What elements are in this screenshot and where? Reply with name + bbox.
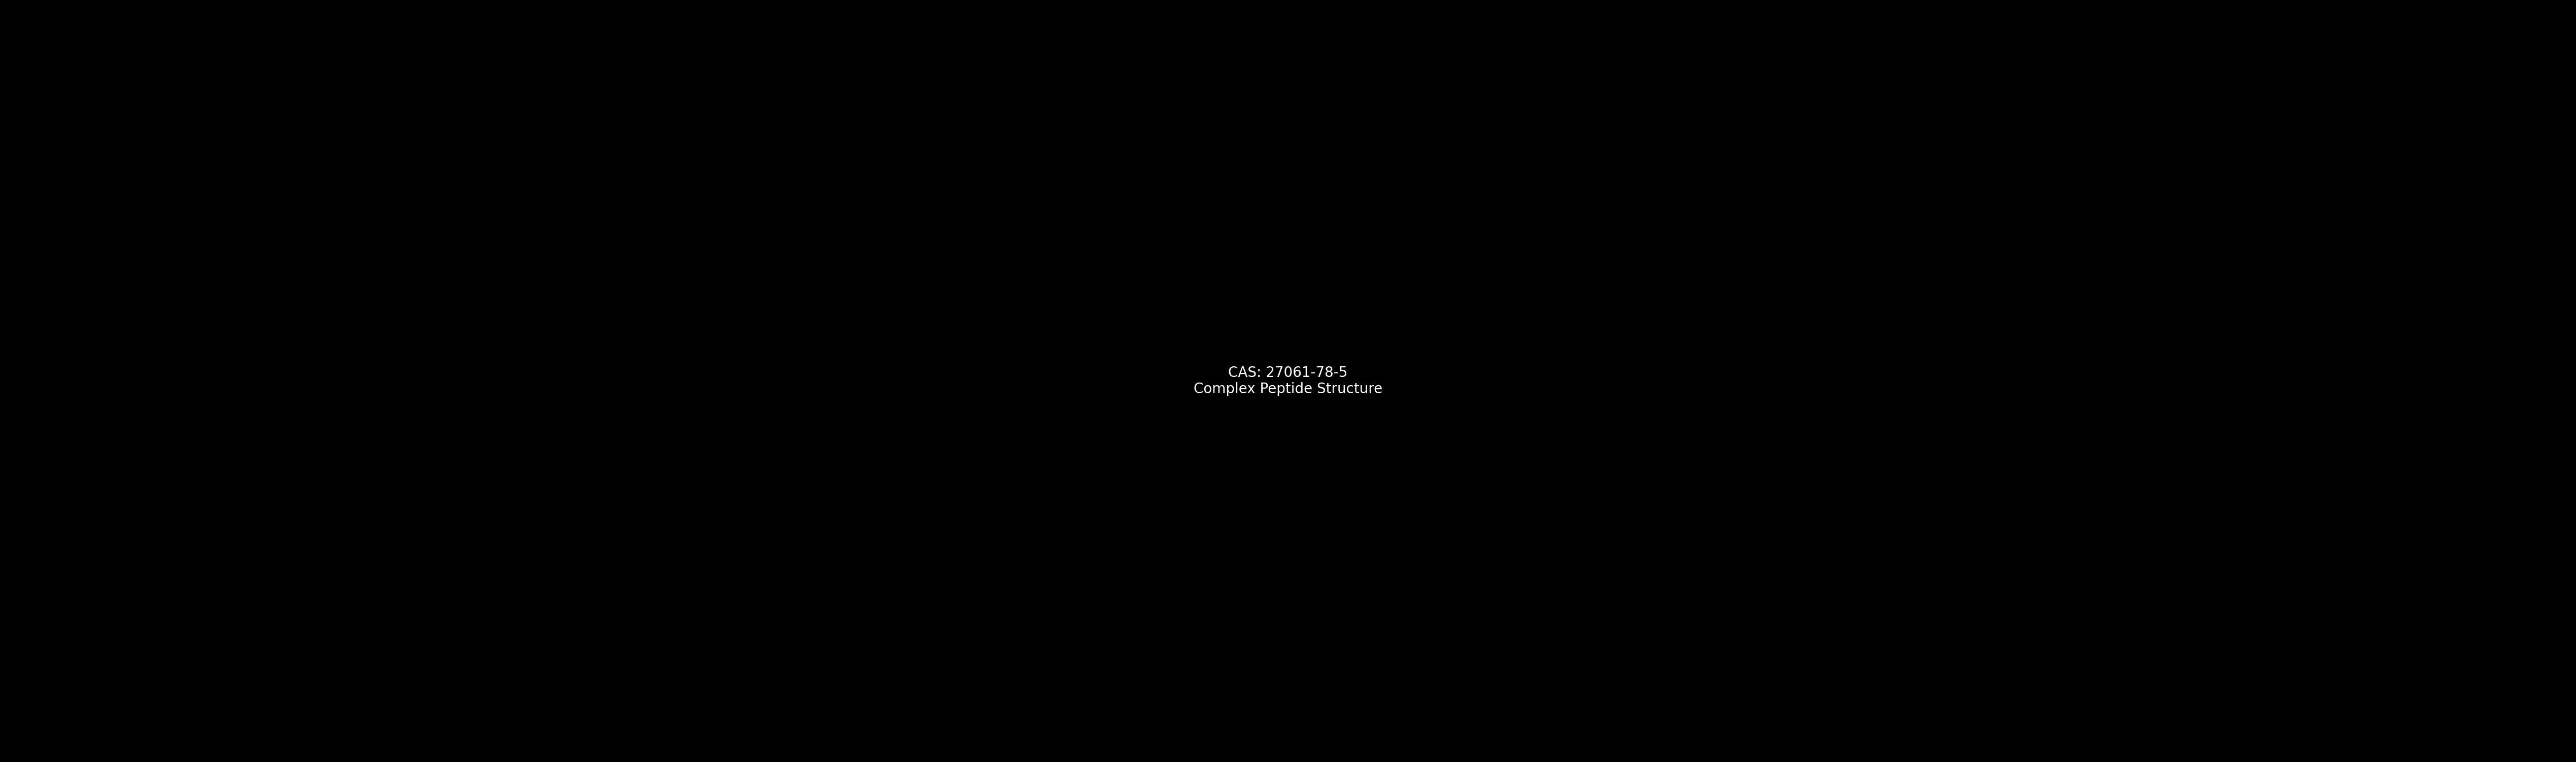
Text: CAS: 27061-78-5
Complex Peptide Structure: CAS: 27061-78-5 Complex Peptide Structur…: [1193, 366, 1383, 396]
